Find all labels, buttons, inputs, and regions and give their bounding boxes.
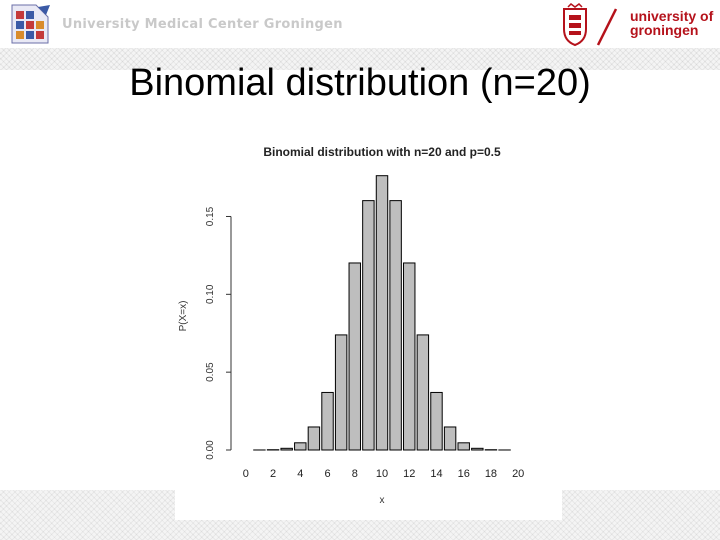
- bar-x-15: [443, 426, 457, 451]
- bars: [253, 175, 511, 451]
- slide-header: University Medical Center Groningen univ…: [0, 0, 720, 52]
- x-tick-label: 6: [324, 468, 330, 480]
- bar-x-13: [416, 334, 430, 451]
- x-tick-label: 12: [403, 468, 415, 480]
- bar-x-11: [389, 200, 402, 451]
- bar-x-16: [457, 442, 470, 451]
- x-tick-label: 18: [485, 468, 497, 480]
- y-tick-label: 0.15: [205, 206, 216, 226]
- y-tick-label: 0.05: [205, 362, 216, 382]
- wordmark-line-1: university of: [630, 8, 714, 24]
- umcg-logo-icon: [11, 4, 50, 44]
- chart-container: Binomial distribution with n=20 and p=0.…: [175, 132, 562, 520]
- wordmark-line-2: groningen: [630, 22, 699, 38]
- university-wordmark: university of groningen: [630, 9, 713, 37]
- x-tick-label: 20: [512, 468, 524, 480]
- bar-x-9: [362, 200, 375, 451]
- umcg-name: University Medical Center Groningen: [62, 17, 343, 32]
- x-axis-label: x: [380, 495, 385, 506]
- bar-x-3: [280, 447, 293, 451]
- y-axis-label: P(X=x): [178, 301, 189, 332]
- x-tick-label: 0: [243, 468, 249, 480]
- x-tick-label: 2: [270, 468, 276, 480]
- bar-x-7: [334, 334, 348, 451]
- y-tick-label: 0.10: [205, 284, 216, 304]
- bar-x-14: [430, 391, 443, 451]
- bar-x-17: [471, 447, 484, 451]
- bar-x-8: [348, 262, 361, 451]
- x-axis: 0 2 4 6 8 10 12 14 16 18 20: [243, 468, 525, 480]
- university-crest-icon: [563, 3, 618, 47]
- x-tick-label: 14: [430, 468, 442, 480]
- x-tick-label: 4: [297, 468, 303, 480]
- header-pattern-band: [0, 48, 720, 70]
- bar-x-12: [403, 262, 416, 451]
- bar-x-6: [321, 391, 334, 451]
- x-tick-label: 16: [458, 468, 470, 480]
- y-tick-label: 0.00: [205, 440, 216, 460]
- bar-x-10: [375, 175, 389, 451]
- binomial-bar-chart: Binomial distribution with n=20 and p=0.…: [178, 145, 525, 506]
- bar-x-5: [307, 426, 321, 451]
- x-tick-label: 8: [352, 468, 358, 480]
- bar-x-4: [294, 442, 307, 451]
- chart-title: Binomial distribution with n=20 and p=0.…: [263, 145, 501, 159]
- x-tick-label: 10: [376, 468, 388, 480]
- y-axis: 0.00 0.05 0.10 0.15: [205, 206, 232, 460]
- slide-title: Binomial distribution (n=20): [129, 62, 591, 104]
